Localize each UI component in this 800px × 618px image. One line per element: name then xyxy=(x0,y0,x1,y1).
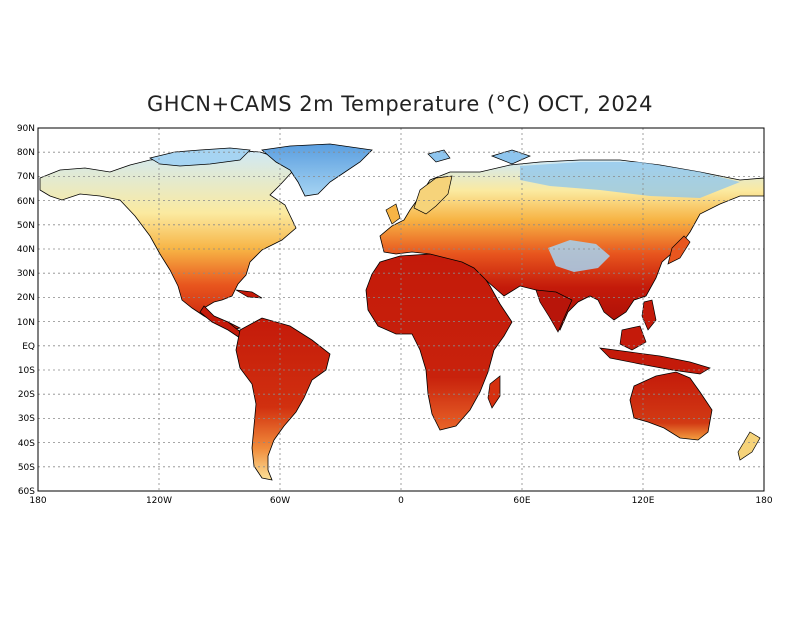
lon-label: 120W xyxy=(146,496,172,506)
lat-label: 70N xyxy=(17,172,35,182)
borneo xyxy=(619,325,647,351)
map-title: GHCN+CAMS 2m Temperature (°C) OCT, 2024 xyxy=(147,92,653,116)
novaya-zemlya xyxy=(490,149,531,165)
land-layer xyxy=(39,143,764,481)
lat-label: 80N xyxy=(17,148,35,158)
lat-label: 10N xyxy=(17,318,35,328)
lon-label: 120E xyxy=(632,496,655,506)
madagascar xyxy=(487,375,501,409)
australia xyxy=(629,371,713,441)
lat-label: 20S xyxy=(18,390,35,400)
scandinavia xyxy=(413,175,453,215)
lat-label: 50N xyxy=(17,221,35,231)
indonesia xyxy=(599,347,711,375)
lat-label: EQ xyxy=(22,342,35,352)
lat-axis: 90N 80N 70N 60N 50N 40N 30N 20N 10N EQ 1… xyxy=(17,124,35,497)
lat-label: 10S xyxy=(18,366,35,376)
japan xyxy=(667,235,691,265)
tibetan-plateau xyxy=(548,240,610,272)
south-america xyxy=(235,317,331,481)
india xyxy=(535,289,573,333)
graticule xyxy=(38,128,764,491)
british-isles xyxy=(385,203,401,225)
svalbard xyxy=(427,149,451,163)
cuba xyxy=(235,289,263,299)
lon-axis: 180 120W 60W 0 60E 120E 180 xyxy=(29,496,772,506)
lon-label: 60W xyxy=(270,496,290,506)
siberia-cold xyxy=(520,162,740,198)
north-america xyxy=(39,149,297,331)
lat-label: 50S xyxy=(18,463,35,473)
lon-label: 60E xyxy=(513,496,530,506)
greenland xyxy=(261,143,373,197)
lon-label: 0 xyxy=(398,496,404,506)
lat-label: 40N xyxy=(17,245,35,255)
lat-label: 60N xyxy=(17,197,35,207)
lat-label: 60S xyxy=(18,487,35,497)
new-zealand xyxy=(737,431,761,461)
lat-label: 40S xyxy=(18,439,35,449)
map-frame xyxy=(37,127,765,492)
lat-label: 30S xyxy=(18,414,35,424)
lat-label: 30N xyxy=(17,269,35,279)
lon-label: 180 xyxy=(29,496,46,506)
lat-label: 90N xyxy=(17,124,35,134)
philippines xyxy=(641,299,657,331)
lon-label: 180 xyxy=(755,496,772,506)
lat-label: 20N xyxy=(17,293,35,303)
